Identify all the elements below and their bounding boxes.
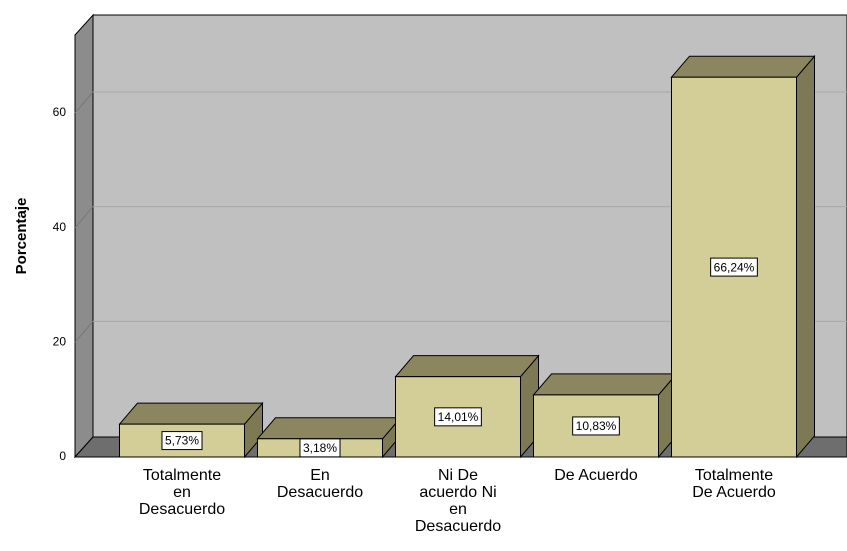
value-label-box	[161, 431, 203, 451]
value-label-box	[299, 438, 341, 458]
x-tick-label: Totalmente De Acuerdo	[692, 467, 776, 501]
bar: 14,01%	[394, 354, 540, 459]
y-tick-label: 60	[53, 105, 67, 119]
value-label: 5,73%	[165, 434, 199, 448]
value-label: 66,24%	[714, 260, 755, 274]
left-wall	[74, 13, 94, 459]
grid-line-side	[74, 206, 94, 228]
value-label-box	[572, 416, 620, 436]
bar-top	[670, 55, 816, 78]
value-label: 14,01%	[438, 410, 479, 424]
bar: 5,73%	[118, 401, 264, 459]
x-tick-label: En Desacuerdo	[276, 467, 364, 501]
grid-line-side	[74, 91, 94, 114]
bar-top	[532, 373, 678, 396]
x-tick-label: Totalmente en Desacuerdo	[138, 467, 226, 518]
bar: 3,18%	[256, 416, 402, 459]
bar-side	[796, 54, 815, 459]
bar-top	[256, 417, 402, 440]
bar: 10,83%	[532, 372, 678, 459]
y-tick-label: 40	[53, 220, 67, 234]
value-label: 3,18%	[303, 441, 337, 455]
x-tick-label: Ni De acuerdo Ni en Desacuerdo	[414, 467, 502, 535]
y-tick-label: 20	[53, 334, 67, 348]
bar-front	[533, 394, 659, 458]
value-label-box	[434, 407, 482, 427]
value-label: 10,83%	[576, 419, 617, 433]
bar: 66,24%	[670, 54, 816, 459]
y-axis-title: Porcentaje	[13, 198, 30, 275]
y-tick-label: 0	[59, 449, 66, 463]
grid-line-side	[74, 321, 94, 343]
value-label-box	[710, 257, 758, 277]
bar-top	[394, 355, 540, 378]
bar-top	[118, 402, 264, 425]
x-tick-label: De Acuerdo	[554, 467, 638, 484]
